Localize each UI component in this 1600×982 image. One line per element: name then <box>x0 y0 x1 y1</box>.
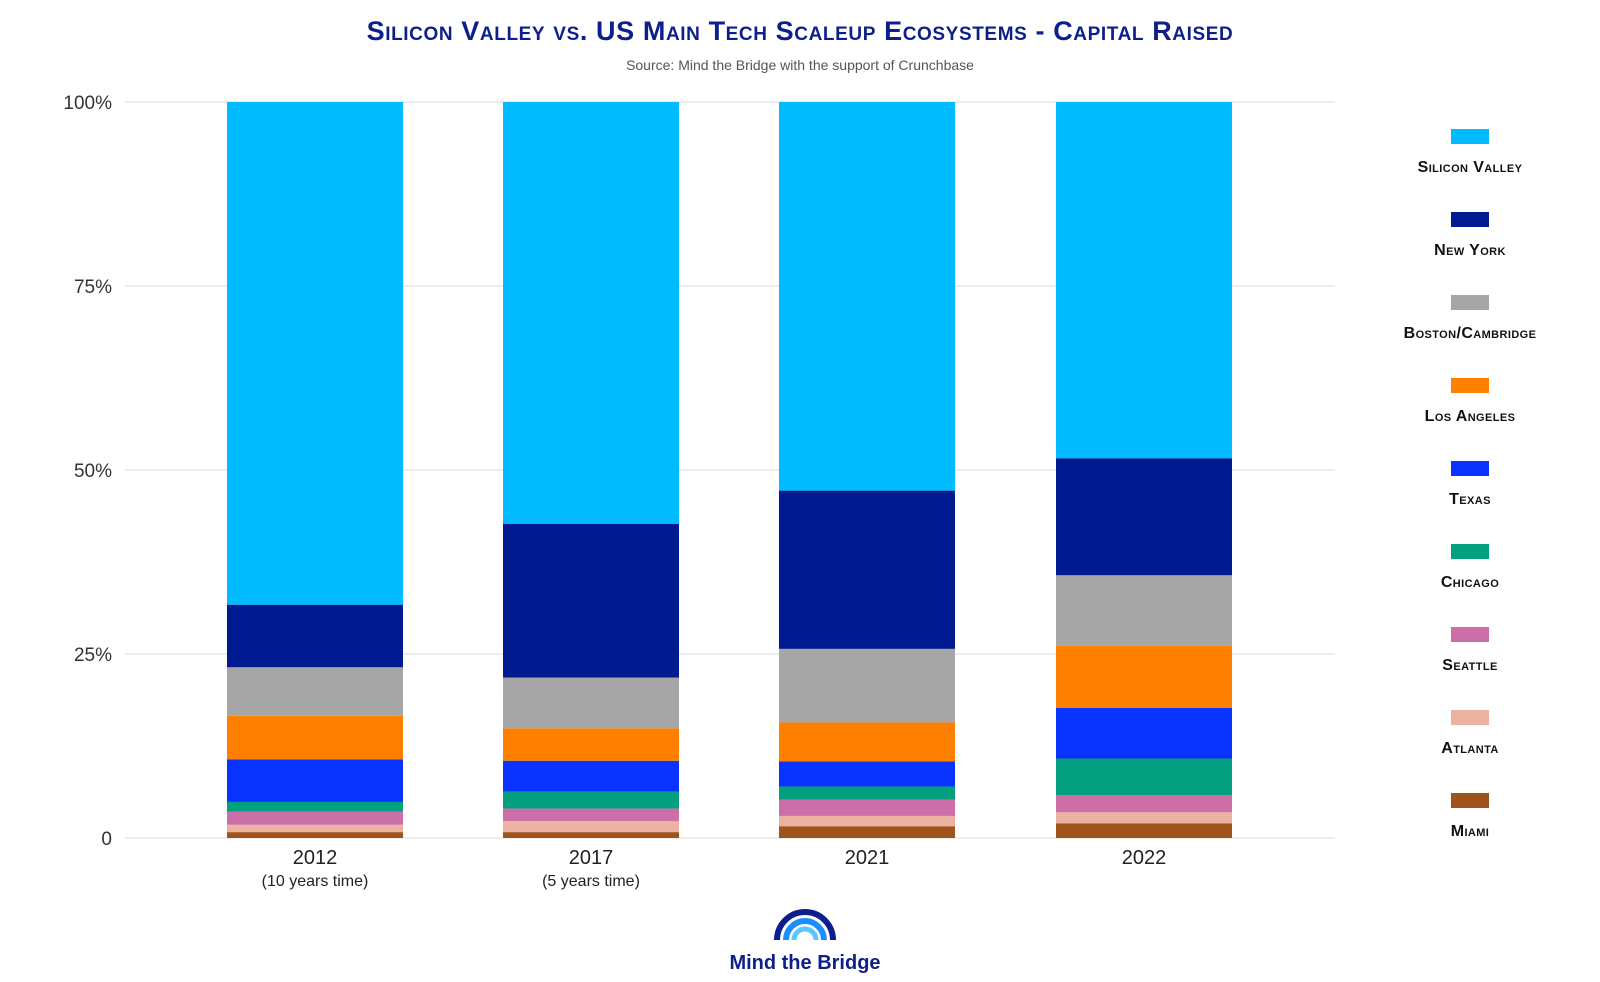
bar-segment-seattle-2021 <box>779 799 955 816</box>
legend-swatch <box>1451 295 1489 310</box>
legend-swatch <box>1451 544 1489 559</box>
legend-label: Atlanta <box>1441 740 1499 757</box>
bar-segment-miami-2022 <box>1056 823 1232 838</box>
y-tick-label: 25% <box>74 645 112 666</box>
bar-segment-seattle-2017 <box>503 808 679 822</box>
bar-segment-new-york-2017 <box>503 523 679 678</box>
legend-label: Chicago <box>1441 574 1499 591</box>
legend-swatch <box>1451 461 1489 476</box>
bar-stack-2017 <box>503 102 679 838</box>
legend-swatch <box>1451 627 1489 642</box>
legend-item-new-york: New York <box>1434 212 1506 259</box>
bar-segment-atlanta-2022 <box>1056 812 1232 824</box>
bar-segment-texas-2022 <box>1056 707 1232 759</box>
x-tick-label: 2021 <box>845 847 890 869</box>
x-axis-labels: 2012 (10 years time) 2017 (5 years time) 202… <box>262 847 1167 890</box>
bar-segment-seattle-2012 <box>227 811 403 825</box>
legend-item-silicon-valley: Silicon Valley <box>1418 129 1523 176</box>
legend-item-boston-cambridge: Boston/Cambridge <box>1404 295 1537 342</box>
bar-stack-2021 <box>779 102 955 838</box>
legend-label: Texas <box>1449 491 1491 508</box>
bar-segment-miami-2012 <box>227 832 403 838</box>
legend-item-seattle: Seattle <box>1442 627 1497 674</box>
bar-segment-los-angeles-2017 <box>503 728 679 761</box>
y-tick-label: 75% <box>74 277 112 298</box>
legend-label: Boston/Cambridge <box>1404 325 1537 342</box>
bar-segment-atlanta-2017 <box>503 821 679 833</box>
bar-segment-new-york-2021 <box>779 490 955 649</box>
legend-item-los-angeles: Los Angeles <box>1425 378 1516 425</box>
x-tick-label: 2012 <box>293 847 338 869</box>
bar-segment-chicago-2017 <box>503 791 679 809</box>
legend-swatch <box>1451 378 1489 393</box>
mind-the-bridge-logo: Mind the Bridge <box>729 909 881 974</box>
bar-stack-2022 <box>1056 102 1232 838</box>
chart-subtitle: Source: Mind the Bridge with the support… <box>626 57 974 73</box>
bars <box>227 102 1232 838</box>
bar-stack-2012 <box>227 102 403 838</box>
legend-label: Silicon Valley <box>1418 159 1523 176</box>
legend-label: New York <box>1434 242 1506 259</box>
y-tick-label: 100% <box>63 93 112 114</box>
legend-item-texas: Texas <box>1449 461 1491 508</box>
bar-segment-silicon-valley-2012 <box>227 102 403 605</box>
x-tick-sublabel: (10 years time) <box>262 873 369 890</box>
y-tick-label: 50% <box>74 461 112 482</box>
bar-segment-boston-cambridge-2022 <box>1056 575 1232 646</box>
bar-segment-miami-2021 <box>779 826 955 838</box>
bar-segment-texas-2017 <box>503 760 679 792</box>
x-tick-label: 2017 <box>569 847 614 869</box>
bar-segment-silicon-valley-2017 <box>503 102 679 524</box>
legend-item-miami: Miami <box>1451 793 1490 840</box>
legend-item-atlanta: Atlanta <box>1441 710 1499 757</box>
legend-swatch <box>1451 710 1489 725</box>
bar-segment-chicago-2021 <box>779 786 955 800</box>
y-axis-ticks: 0 25% 50% 75% 100% <box>63 93 112 850</box>
bar-segment-texas-2021 <box>779 761 955 787</box>
bar-segment-atlanta-2012 <box>227 824 403 833</box>
bar-segment-boston-cambridge-2012 <box>227 667 403 716</box>
legend-label: Los Angeles <box>1425 408 1516 425</box>
legend-label: Miami <box>1451 823 1490 840</box>
bar-segment-seattle-2022 <box>1056 795 1232 813</box>
legend-swatch <box>1451 793 1489 808</box>
legend-swatch <box>1451 129 1489 144</box>
bar-segment-new-york-2022 <box>1056 458 1232 576</box>
bridge-arch-icon <box>774 909 836 941</box>
bar-segment-texas-2012 <box>227 759 403 802</box>
bar-segment-los-angeles-2012 <box>227 715 403 760</box>
chart-title: Silicon Valley vs. US Main Tech Scaleup … <box>367 16 1234 46</box>
legend-swatch <box>1451 212 1489 227</box>
bar-segment-los-angeles-2021 <box>779 722 955 762</box>
y-tick-label: 0 <box>101 829 112 850</box>
bar-segment-new-york-2012 <box>227 604 403 668</box>
bar-segment-chicago-2022 <box>1056 758 1232 796</box>
bar-segment-silicon-valley-2021 <box>779 102 955 491</box>
legend-label: Seattle <box>1442 657 1497 674</box>
bar-segment-boston-cambridge-2021 <box>779 648 955 723</box>
logo-text: Mind the Bridge <box>729 952 880 974</box>
bar-segment-miami-2017 <box>503 832 679 838</box>
bar-segment-los-angeles-2022 <box>1056 645 1232 708</box>
bar-segment-silicon-valley-2022 <box>1056 102 1232 459</box>
legend: Silicon Valley New York Boston/Cambridge Lo… <box>1404 129 1537 840</box>
legend-item-chicago: Chicago <box>1441 544 1499 591</box>
x-tick-label: 2022 <box>1122 847 1167 869</box>
bar-segment-atlanta-2021 <box>779 815 955 827</box>
bar-segment-chicago-2012 <box>227 801 403 812</box>
x-tick-sublabel: (5 years time) <box>542 873 640 890</box>
bar-segment-boston-cambridge-2017 <box>503 677 679 729</box>
